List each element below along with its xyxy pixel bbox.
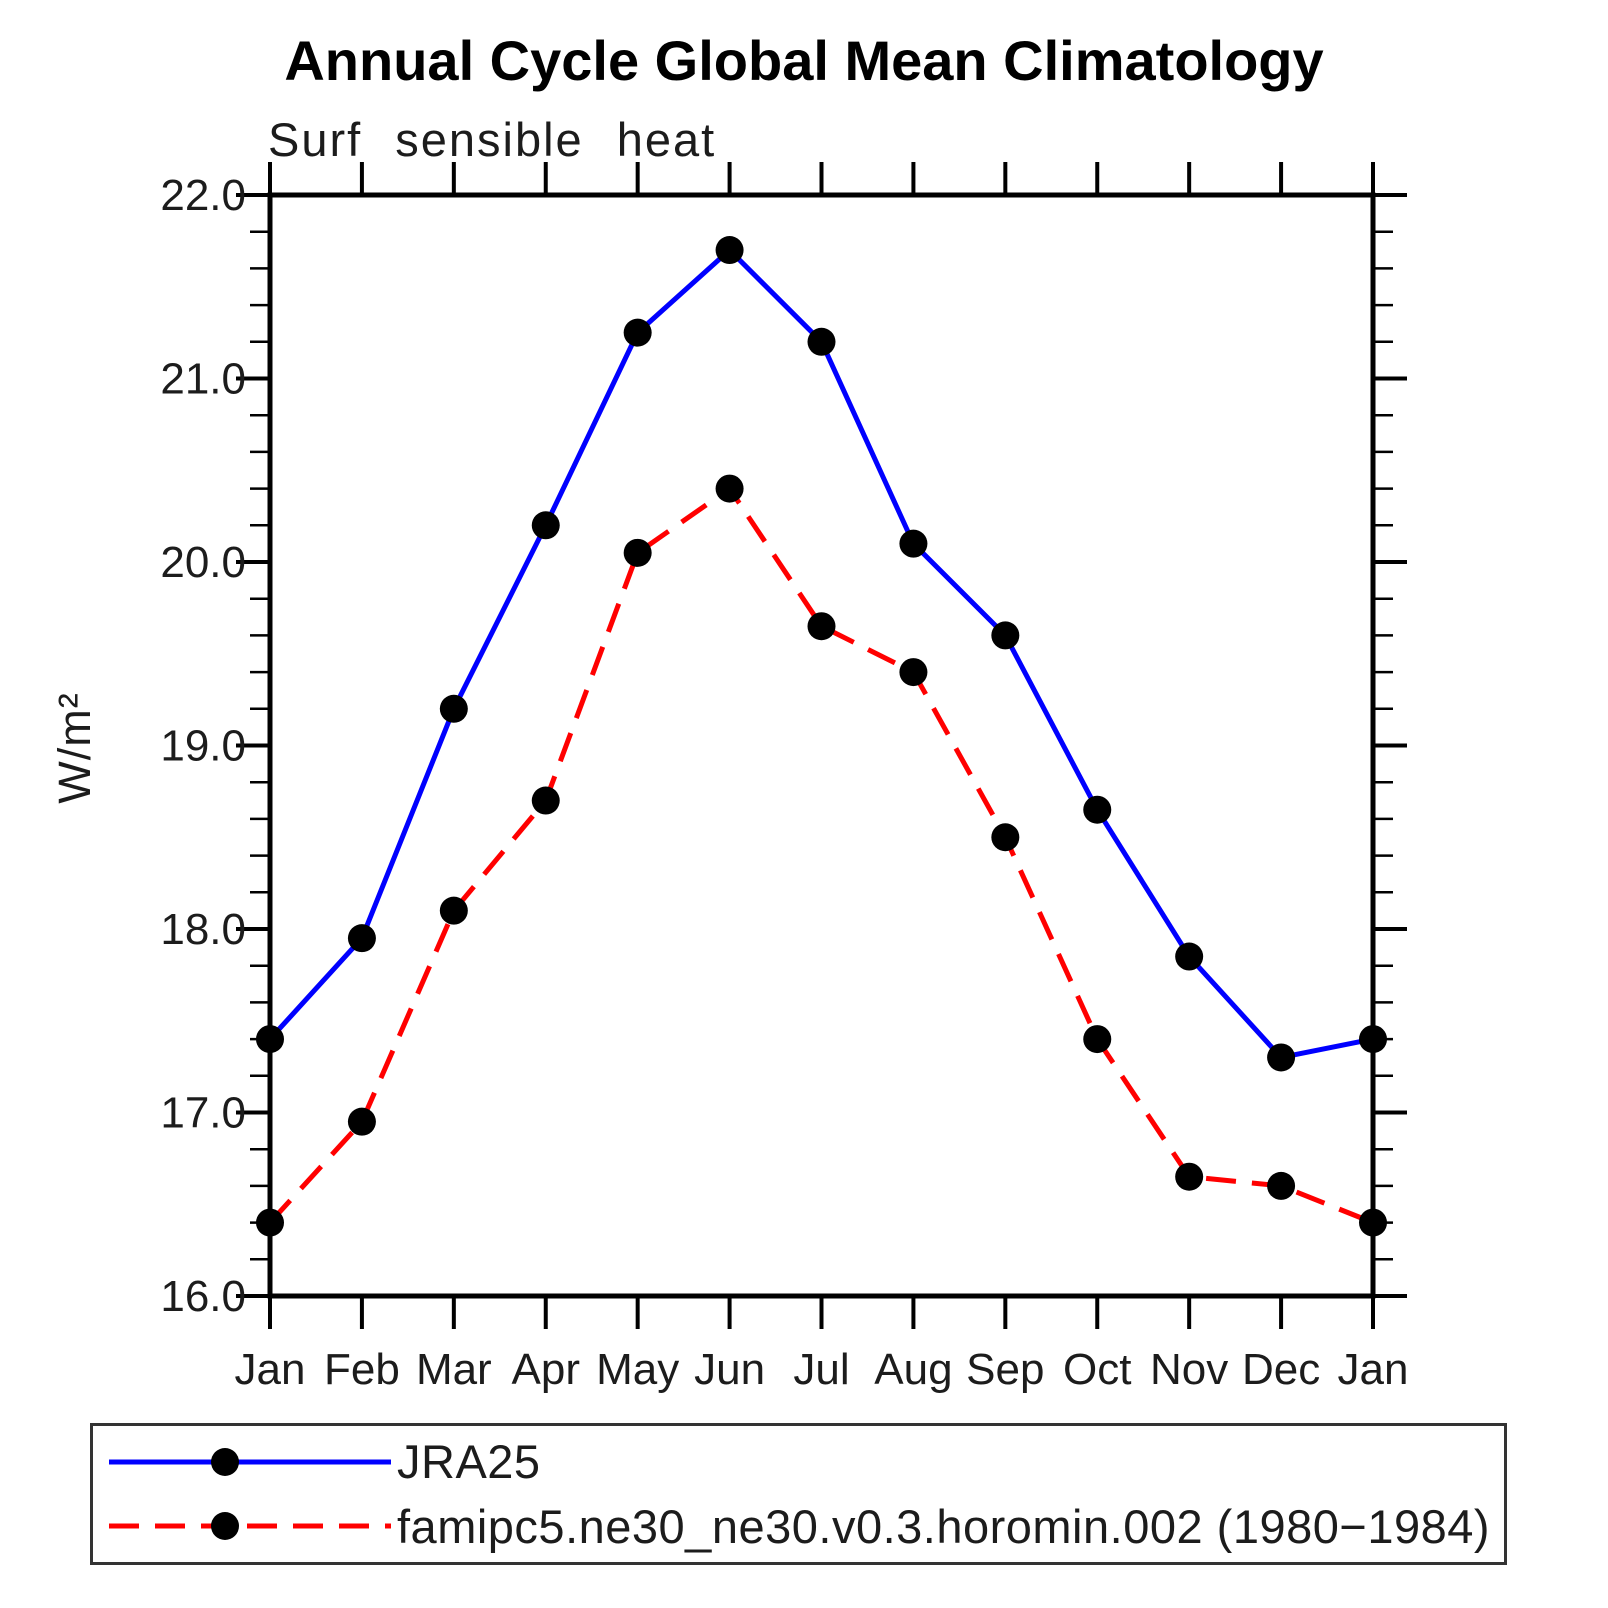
- x-tick-label: Sep: [966, 1345, 1044, 1394]
- x-tick-label: Apr: [512, 1345, 580, 1394]
- chart-title: Annual Cycle Global Mean Climatology: [284, 29, 1324, 92]
- data-point: [531, 786, 560, 815]
- legend-sample-solid-line: [109, 1447, 391, 1476]
- legend-box: JRA25 famipc5.ne30_ne30.v0.3.horomin.002…: [90, 1423, 1507, 1565]
- x-tick-label: Jan: [235, 1345, 306, 1394]
- series-line-jra25: [268, 247, 1374, 1060]
- data-point: [439, 896, 468, 925]
- data-point: [807, 612, 836, 641]
- legend-label-jra25: JRA25: [397, 1435, 541, 1489]
- data-point: [1359, 1208, 1387, 1237]
- x-tick-label: Oct: [1063, 1345, 1131, 1394]
- data-point: [715, 236, 744, 265]
- x-tick-label: Feb: [324, 1345, 400, 1394]
- data-point: [439, 694, 468, 723]
- data-point: [623, 538, 652, 567]
- series-line-famipc5: [268, 486, 1374, 1225]
- data-point: [715, 474, 744, 503]
- legend-sample-dashed-line: [109, 1512, 391, 1541]
- y-tick-label: 21.0: [160, 355, 246, 404]
- y-tick-label: 17.0: [160, 1089, 246, 1138]
- data-point: [1175, 942, 1204, 971]
- data-point: [623, 318, 652, 347]
- y-tick-label: 22.0: [160, 171, 246, 220]
- x-tick-label: Jul: [793, 1345, 849, 1394]
- legend-item-famipc5: famipc5.ne30_ne30.v0.3.horomin.002 (1980…: [93, 1497, 1504, 1555]
- data-point: [347, 1107, 376, 1136]
- data-point: [256, 1025, 284, 1054]
- data-point: [899, 658, 928, 687]
- x-tick-label: Dec: [1242, 1345, 1320, 1394]
- x-tick-label: Aug: [874, 1345, 952, 1394]
- legend-label-famipc5: famipc5.ne30_ne30.v0.3.horomin.002 (1980…: [397, 1499, 1491, 1553]
- legend-item-jra25: JRA25: [93, 1433, 1504, 1491]
- data-point: [347, 924, 376, 953]
- data-point: [531, 511, 560, 540]
- y-tick-label: 16.0: [160, 1272, 246, 1321]
- x-tick-label: Jan: [1338, 1345, 1409, 1394]
- data-point: [1083, 795, 1112, 824]
- x-tick-label: Mar: [416, 1345, 492, 1394]
- x-tick-label: Jun: [694, 1345, 765, 1394]
- data-point: [1267, 1043, 1296, 1072]
- data-point: [1083, 1025, 1112, 1054]
- legend-marker-dot: [211, 1447, 239, 1476]
- x-tick-label: Nov: [1150, 1345, 1228, 1394]
- data-point: [1175, 1162, 1204, 1191]
- legend-marker-dot: [211, 1512, 239, 1541]
- x-tick-label: May: [596, 1345, 679, 1394]
- y-tick-label: 20.0: [160, 538, 246, 587]
- data-point: [256, 1208, 284, 1237]
- data-point: [1267, 1171, 1296, 1200]
- y-tick-label: 18.0: [160, 905, 246, 954]
- data-point: [991, 621, 1020, 650]
- axis-box: [267, 192, 1376, 1299]
- y-tick-label: 19.0: [160, 722, 246, 771]
- data-point: [1359, 1025, 1387, 1054]
- data-point: [899, 529, 928, 558]
- data-point: [807, 327, 836, 356]
- chart-subtitle: Surf sensible heat: [268, 113, 717, 166]
- data-point: [991, 823, 1020, 852]
